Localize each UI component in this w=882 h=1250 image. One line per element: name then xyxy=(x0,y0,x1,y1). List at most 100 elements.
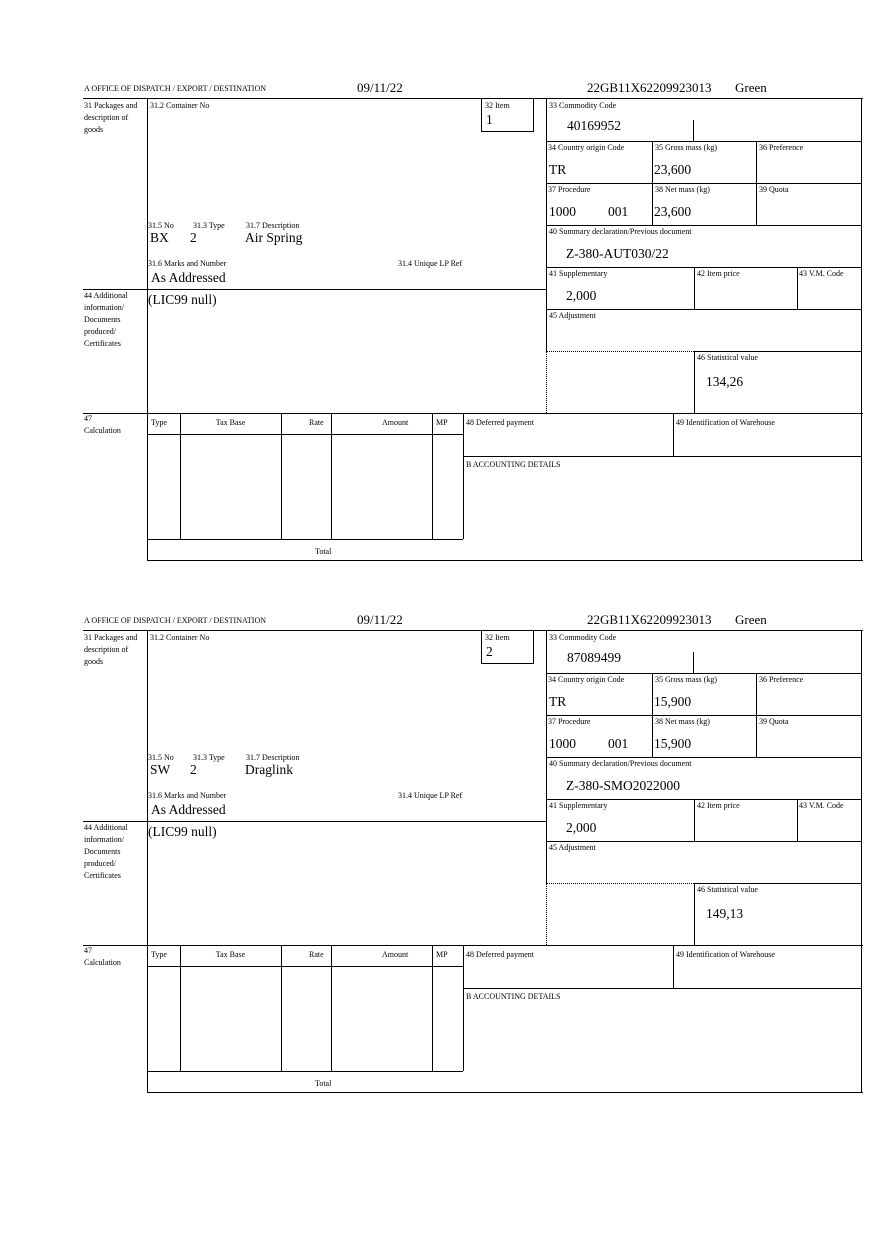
divider xyxy=(546,673,862,674)
total-label: Total xyxy=(315,547,332,556)
divider xyxy=(432,413,433,539)
packages-label: 31 Packages and description of goods xyxy=(84,101,138,134)
divider xyxy=(147,630,148,1093)
supplementary-label: 41 Supplementary xyxy=(549,801,608,810)
calc-col-rate: Rate xyxy=(309,950,324,959)
divider xyxy=(546,841,862,842)
divider xyxy=(546,757,862,758)
country-label: 34 Country origin Code xyxy=(548,143,625,152)
divider xyxy=(463,456,862,457)
divider xyxy=(546,267,862,268)
description-label: 31.7 Description xyxy=(246,221,300,230)
divider xyxy=(147,966,463,967)
country-value: TR xyxy=(549,162,567,177)
quota-label: 39 Quota xyxy=(759,185,789,194)
calc-col-type: Type xyxy=(151,418,167,427)
additional-info-value: (LIC99 null) xyxy=(148,292,217,307)
deferred-payment-label: 48 Deferred payment xyxy=(466,418,534,427)
divider xyxy=(83,289,547,290)
item-price-label: 42 Item price xyxy=(697,269,740,278)
preference-label: 36 Preference xyxy=(759,675,804,684)
marks-value: As Addressed xyxy=(151,270,226,285)
item-number: 1 xyxy=(486,112,493,127)
supplementary-value: 2,000 xyxy=(566,288,597,303)
gross-mass-value: 15,900 xyxy=(654,694,692,709)
type-label: 31.3 Type xyxy=(193,221,225,230)
divider xyxy=(546,225,862,226)
statistical-value-label: 46 Statistical value xyxy=(697,353,758,362)
procedure-additional: 001 xyxy=(608,204,629,219)
preference-label: 36 Preference xyxy=(759,143,804,152)
goods-description: Draglink xyxy=(245,762,293,777)
supplementary-value: 2,000 xyxy=(566,820,597,835)
divider xyxy=(694,883,862,884)
date: 09/11/22 xyxy=(357,612,403,627)
divider xyxy=(83,413,863,414)
divider xyxy=(180,945,181,1071)
procedure-value: 1000 xyxy=(549,736,576,751)
divider xyxy=(694,799,695,841)
divider xyxy=(693,652,694,673)
divider xyxy=(694,351,862,352)
item-number: 2 xyxy=(486,644,493,659)
adjustment-label: 45 Adjustment xyxy=(549,843,596,852)
package-type: 2 xyxy=(190,762,197,777)
divider xyxy=(83,630,863,631)
calculation-number: 47 xyxy=(84,414,92,423)
warehouse-label: 49 Identification of Warehouse xyxy=(676,418,775,427)
divider xyxy=(147,1071,463,1072)
procedure-additional: 001 xyxy=(608,736,629,751)
container-label: 31.2 Container No xyxy=(150,101,210,110)
item-label: 32 Item xyxy=(485,101,510,110)
calculation-label: Calculation xyxy=(84,958,121,967)
calculation-number: 47 xyxy=(84,946,92,955)
route-status: Green xyxy=(735,80,767,95)
net-mass-value: 15,900 xyxy=(654,736,692,751)
calc-col-amount: Amount xyxy=(382,418,409,427)
commodity-label: 33 Commodity Code xyxy=(549,633,617,642)
divider xyxy=(147,98,148,561)
item-box xyxy=(481,98,534,132)
total-label: Total xyxy=(315,1079,332,1088)
quota-label: 39 Quota xyxy=(759,717,789,726)
summary-label: 40 Summary declaration/Previous document xyxy=(549,227,692,236)
divider xyxy=(694,267,695,309)
divider xyxy=(797,799,798,841)
additional-info-value: (LIC99 null) xyxy=(148,824,217,839)
divider xyxy=(147,539,463,540)
divider xyxy=(147,560,863,561)
divider xyxy=(463,945,464,1071)
commodity-code: 87089499 xyxy=(567,650,621,665)
calc-col-type: Type xyxy=(151,950,167,959)
divider xyxy=(331,945,332,1071)
divider xyxy=(83,821,547,822)
additional-info-label: 44 Additional information/ Documents pro… xyxy=(84,823,128,880)
divider xyxy=(546,799,862,800)
country-value: TR xyxy=(549,694,567,709)
container-label: 31.2 Container No xyxy=(150,633,210,642)
country-label: 34 Country origin Code xyxy=(548,675,625,684)
packages-label: 31 Packages and description of goods xyxy=(84,633,138,666)
accounting-details-label: B ACCOUNTING DETAILS xyxy=(466,460,561,469)
divider xyxy=(546,309,862,310)
divider xyxy=(180,413,181,539)
divider xyxy=(546,141,862,142)
office-label: A OFFICE OF DISPATCH / EXPORT / DESTINAT… xyxy=(84,616,266,625)
calculation-label: Calculation xyxy=(84,426,121,435)
summary-value: Z-380-SMO2022000 xyxy=(566,778,680,793)
divider xyxy=(673,945,674,988)
calc-col-mp: MP xyxy=(436,418,448,427)
statistical-value-label: 46 Statistical value xyxy=(697,885,758,894)
adjustment-label: 45 Adjustment xyxy=(549,311,596,320)
marks-value: As Addressed xyxy=(151,802,226,817)
package-no: SW xyxy=(150,762,171,777)
statistical-value: 149,13 xyxy=(706,906,744,921)
divider xyxy=(694,883,695,945)
divider xyxy=(546,98,547,351)
divider xyxy=(694,351,695,413)
divider xyxy=(546,715,862,716)
accounting-details-label: B ACCOUNTING DETAILS xyxy=(466,992,561,1001)
divider xyxy=(546,183,862,184)
description-label: 31.7 Description xyxy=(246,753,300,762)
goods-description: Air Spring xyxy=(245,230,303,245)
